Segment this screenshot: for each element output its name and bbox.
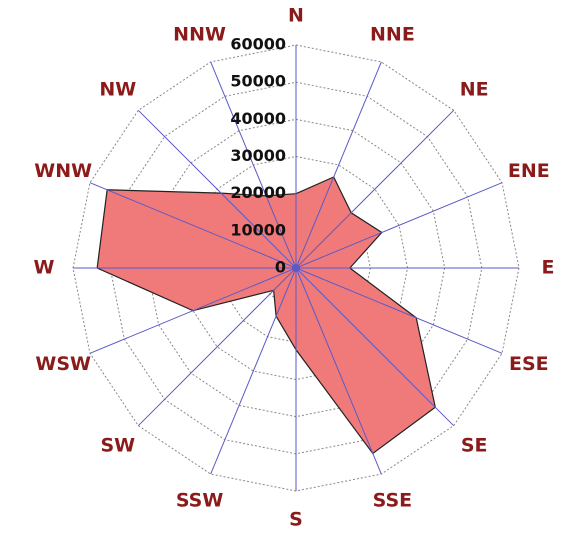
spoke <box>295 109 455 269</box>
direction-label: E <box>542 257 555 279</box>
r-tick-label: 30000 <box>230 146 286 165</box>
r-tick-label: 40000 <box>230 109 286 128</box>
direction-label: N <box>288 5 304 27</box>
r-tick-label: 10000 <box>230 220 286 239</box>
direction-label: WSW <box>35 353 91 375</box>
spoke <box>295 267 382 475</box>
direction-label: NE <box>460 78 489 100</box>
data-area <box>96 176 436 455</box>
center <box>292 264 300 272</box>
direction-label: NNW <box>173 24 226 46</box>
r-tick-label: 50000 <box>230 72 286 91</box>
spoke <box>210 267 297 475</box>
direction-label: ENE <box>508 160 550 182</box>
spoke <box>137 267 297 427</box>
r-tick-label: 0 <box>275 258 286 277</box>
spoke <box>295 61 382 269</box>
direction-label: SW <box>100 435 135 457</box>
spoke <box>89 182 297 269</box>
spoke <box>210 61 297 269</box>
direction-label: SE <box>461 435 488 457</box>
direction-label: SSW <box>176 489 224 511</box>
direction-label: NW <box>99 78 136 100</box>
direction-label: S <box>289 509 303 531</box>
r-tick-label: 20000 <box>230 183 286 202</box>
spoke <box>295 267 503 354</box>
direction-label: WNW <box>34 160 92 182</box>
spoke <box>295 182 503 269</box>
direction-label: SSE <box>373 489 413 511</box>
direction-label: NNE <box>370 24 415 46</box>
spoke <box>89 267 297 354</box>
r-tick-label: 60000 <box>230 35 286 54</box>
direction-label: ESE <box>509 353 549 375</box>
spoke <box>295 267 455 427</box>
direction-label: W <box>34 257 55 279</box>
spoke <box>137 109 297 269</box>
